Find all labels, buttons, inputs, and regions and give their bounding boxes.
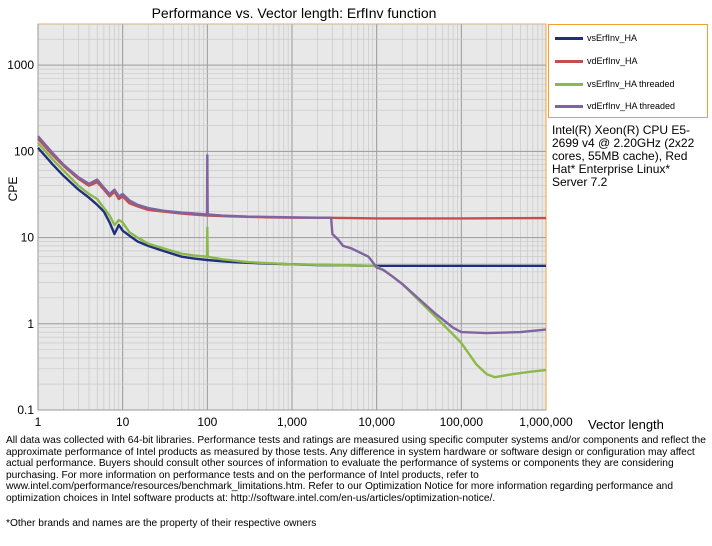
legend-label: vsErfInv_HA threaded — [587, 79, 675, 89]
disclaimer-text: All data was collected with 64-bit libra… — [6, 435, 706, 504]
x-tick-label: 100,000 — [440, 415, 484, 429]
y-tick-label: 10 — [21, 231, 35, 245]
x-tick-label: 10 — [116, 415, 130, 429]
legend-item-vderfinv-ha: vdErfInv_HA — [555, 56, 638, 66]
series-line-vserfinv-ha-threaded — [37, 142, 547, 379]
x-tick-label: 1,000 — [277, 415, 307, 429]
legend-swatch — [555, 59, 583, 63]
legend-label: vdErfInv_HA threaded — [587, 101, 676, 111]
legend-item-vderfinv-ha-threaded: vdErfInv_HA threaded — [555, 101, 675, 111]
cpu-note: Intel(R) Xeon(R) CPU E5-2699 v4 @ 2.20GH… — [552, 123, 695, 189]
x-tick-label: 1 — [35, 415, 42, 429]
y-tick-label: 1 — [27, 317, 34, 331]
legend-swatch — [555, 36, 583, 40]
y-tick-label: 1000 — [7, 58, 34, 72]
legend-swatch — [555, 104, 583, 108]
x-tick-label: 100 — [197, 415, 217, 429]
trademark-note: *Other brands and names are the property… — [6, 518, 317, 529]
plot-area: 1 10 100 1,000 10,000 100,000 1,000,0000.11101… — [7, 23, 573, 429]
series-group — [37, 135, 547, 379]
tick-labels: 1 10 100 1,000 10,000 100,000 1,000,0000.11101… — [7, 58, 573, 429]
legend: vsErfInv_HA vdErfInv_HA vsErfInv_HA thre… — [548, 24, 708, 118]
legend-swatch — [555, 82, 583, 86]
x-tick-label: 1,000,000 — [519, 415, 573, 429]
legend-label: vdErfInv_HA — [587, 56, 638, 66]
y-tick-label: 100 — [14, 144, 34, 158]
legend-label: vsErfInv_HA — [587, 33, 638, 43]
y-axis-label: CPE — [6, 176, 20, 202]
x-tick-label: 10,000 — [358, 415, 395, 429]
legend-item-vserfinv-ha-threaded: vsErfInv_HA threaded — [555, 79, 675, 89]
series-line-vderfinv-ha-threaded — [37, 135, 547, 335]
x-axis-label: Vector length — [588, 417, 664, 432]
legend-item-vserfinv-ha: vsErfInv_HA — [555, 33, 637, 43]
chart-title: Performance vs. Vector length: ErfInv fu… — [151, 5, 437, 21]
y-tick-label: 0.1 — [17, 403, 34, 417]
